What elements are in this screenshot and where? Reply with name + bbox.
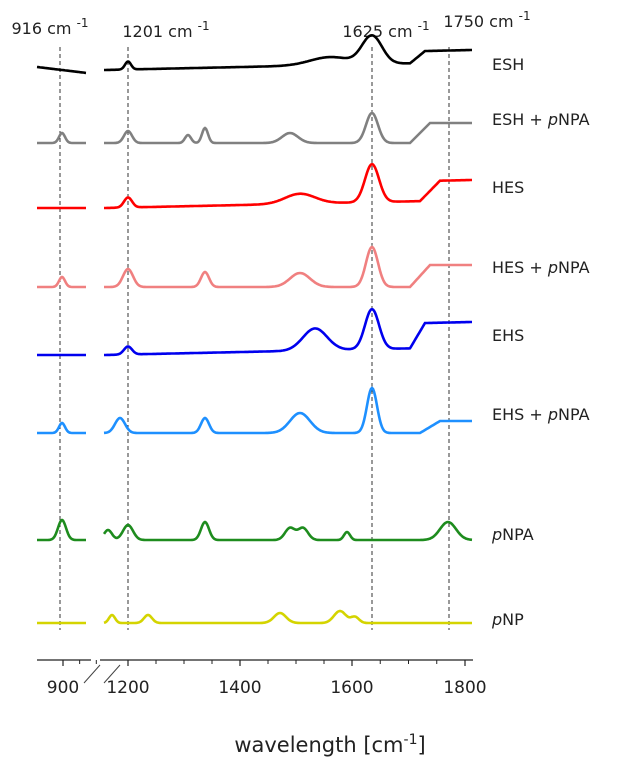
series-line-right <box>104 307 472 357</box>
marker-lines: 916 cm -1 1201 cm -1 1625 cm -1 1750 cm -1 <box>11 9 531 630</box>
x-tick-label: 1400 <box>218 678 261 698</box>
series-line-left <box>37 275 86 289</box>
x-axis-label: wavelength [cm-1] <box>234 732 425 757</box>
x-axis-label-sup: -1 <box>404 732 418 748</box>
marker-label: 1625 cm -1 <box>342 19 429 41</box>
series-line-left <box>37 131 86 145</box>
series-label: pNP <box>491 610 524 629</box>
series-label: HES + pNPA <box>492 258 590 277</box>
x-tick-label: 900 <box>47 678 79 698</box>
marker-label: 1750 cm -1 <box>443 9 530 31</box>
series-line-right <box>104 111 472 145</box>
marker-label: 1201 cm -1 <box>122 19 209 41</box>
series-line-right <box>102 520 473 542</box>
axis-break-mark <box>83 664 101 684</box>
series-label: pNPA <box>491 525 534 544</box>
x-axis-label-main: wavelength [cm <box>234 733 403 757</box>
series-label: EHS <box>492 326 524 345</box>
marker-label: 916 cm -1 <box>11 16 88 38</box>
series-line-right <box>104 162 472 210</box>
series-line-left <box>37 518 86 542</box>
series-lines <box>36 33 473 625</box>
series-line-left <box>36 65 87 75</box>
series-label: ESH + pNPA <box>492 110 590 129</box>
x-axis: 900 1200 1400 1600 1800 <box>37 659 487 698</box>
x-tick-label: 1200 <box>106 678 149 698</box>
x-axis-label-end: ] <box>417 733 425 757</box>
axis-break-mark <box>103 664 121 684</box>
x-tick-label: 1600 <box>330 678 373 698</box>
series-line-right <box>103 609 472 625</box>
series-line-left <box>37 421 86 435</box>
series-labels: ESH ESH + pNPA HES HES + pNPA EHS EHS + pNPA p… <box>491 55 590 629</box>
series-label: EHS + pNPA <box>492 405 590 424</box>
series-line-right <box>104 33 472 72</box>
series-line-right <box>103 386 472 435</box>
series-line-right <box>104 245 472 289</box>
series-label: ESH <box>492 55 524 74</box>
series-label: HES <box>492 178 524 197</box>
x-tick-label: 1800 <box>443 678 486 698</box>
